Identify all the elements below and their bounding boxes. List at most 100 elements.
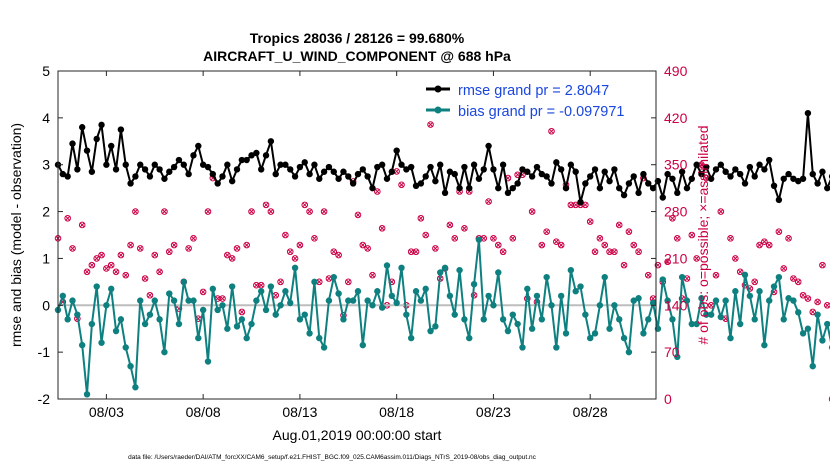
- obs-count-point: [422, 231, 430, 239]
- y-right-tick-label: 140: [664, 297, 688, 313]
- rmse-point: [470, 161, 478, 168]
- bias-point: [616, 316, 623, 323]
- rmse-point: [804, 109, 812, 117]
- obs-possible-marker: [785, 235, 792, 242]
- x-tick-label: 08/28: [573, 404, 608, 420]
- bias-point: [674, 353, 681, 361]
- obs-assimilated-marker: [689, 232, 695, 238]
- obs-possible-marker: [199, 288, 207, 296]
- obs-possible-marker: [88, 261, 96, 269]
- obs-assimilated-marker: [756, 242, 763, 248]
- obs-possible-marker: [78, 221, 86, 229]
- obs-possible-marker: [146, 291, 154, 299]
- obs-count-point: [804, 295, 812, 302]
- bias-point: [166, 290, 173, 297]
- obs-possible-marker: [751, 278, 758, 286]
- obs-count-point: [635, 248, 642, 256]
- obs-possible-marker: [644, 271, 652, 279]
- bias-point: [736, 320, 744, 328]
- rmse-point: [267, 138, 275, 145]
- obs-assimilated-marker: [123, 272, 129, 278]
- obs-count-point: [664, 258, 671, 266]
- bias-point: [403, 311, 410, 318]
- obs-assimilated-marker: [253, 282, 259, 288]
- obs-assimilated-marker: [529, 209, 535, 215]
- obs-possible-marker: [320, 208, 328, 215]
- bias-point: [470, 281, 478, 288]
- obs-assimilated-marker: [234, 245, 240, 251]
- bias-point: [741, 271, 749, 279]
- obs-count-point: [69, 245, 76, 252]
- obs-assimilated-marker: [229, 255, 235, 261]
- obs-possible-marker: [717, 208, 725, 215]
- bias-point: [727, 334, 734, 342]
- rmse-point: [161, 175, 168, 182]
- obs-count-point: [669, 214, 676, 222]
- obs-possible-marker: [306, 208, 313, 215]
- obs-possible-marker: [98, 251, 105, 259]
- bias-point: [219, 302, 226, 309]
- obs-count-point: [490, 235, 497, 242]
- obs-count-point: [311, 235, 318, 242]
- obs-assimilated-marker: [548, 128, 555, 134]
- obs-count-point: [378, 225, 386, 232]
- bias-point: [746, 292, 754, 300]
- bias-point: [161, 348, 168, 356]
- bias-point: [567, 266, 575, 274]
- rmse-point: [456, 184, 463, 192]
- rmse-point: [127, 180, 134, 187]
- bias-point: [93, 283, 100, 290]
- obs-possible-marker: [664, 258, 671, 266]
- rmse-point: [383, 175, 391, 182]
- obs-assimilated-marker: [694, 255, 700, 261]
- obs-possible-marker: [427, 121, 434, 128]
- obs-assimilated-marker: [423, 232, 429, 238]
- obs-assimilated-marker: [224, 252, 230, 258]
- obs-possible-marker: [141, 275, 149, 282]
- bias-point: [296, 316, 304, 323]
- rmse-point: [727, 173, 734, 180]
- obs-possible-marker: [509, 235, 517, 242]
- rmse-point: [674, 189, 681, 197]
- obs-count-point: [398, 181, 405, 189]
- bias-point: [195, 334, 202, 342]
- obs-possible-marker: [567, 201, 575, 209]
- obs-count-point: [790, 275, 797, 282]
- bias-point: [277, 302, 284, 309]
- obs-assimilated-marker: [544, 229, 550, 235]
- obs-count-point: [306, 208, 313, 215]
- bias-point: [809, 363, 816, 370]
- bias-point: [490, 302, 497, 309]
- rmse-point: [74, 166, 81, 173]
- bias-point: [369, 302, 376, 309]
- obs-assimilated-marker: [142, 275, 148, 282]
- obs-assimilated-marker: [500, 249, 506, 255]
- obs-assimilated-marker: [398, 182, 405, 188]
- obs-possible-marker: [804, 295, 812, 302]
- rmse-point: [572, 168, 579, 175]
- obs-assimilated-marker: [374, 188, 380, 195]
- obs-assimilated-marker: [311, 235, 317, 241]
- obs-count-point: [364, 245, 371, 252]
- obs-possible-marker: [282, 231, 289, 239]
- obs-count-point: [630, 241, 638, 249]
- obs-possible-marker: [732, 255, 739, 262]
- obs-possible-marker: [673, 235, 681, 242]
- obs-possible-marker: [267, 208, 275, 215]
- obs-assimilated-marker: [297, 242, 303, 248]
- obs-assimilated-marker: [510, 235, 516, 241]
- bias-point: [799, 330, 807, 337]
- bias-point: [451, 311, 458, 318]
- bias-point: [262, 306, 270, 314]
- bias-point: [180, 278, 187, 286]
- obs-possible-marker: [548, 127, 555, 135]
- rmse-point: [243, 156, 250, 164]
- obs-assimilated-marker: [626, 229, 632, 235]
- obs-possible-marker: [422, 231, 430, 239]
- obs-count-point: [446, 221, 454, 229]
- bias-point: [495, 269, 502, 276]
- obs-assimilated-marker: [800, 292, 806, 298]
- rmse-point: [645, 180, 652, 187]
- obs-assimilated-marker: [273, 292, 279, 298]
- rmse-point: [393, 147, 400, 154]
